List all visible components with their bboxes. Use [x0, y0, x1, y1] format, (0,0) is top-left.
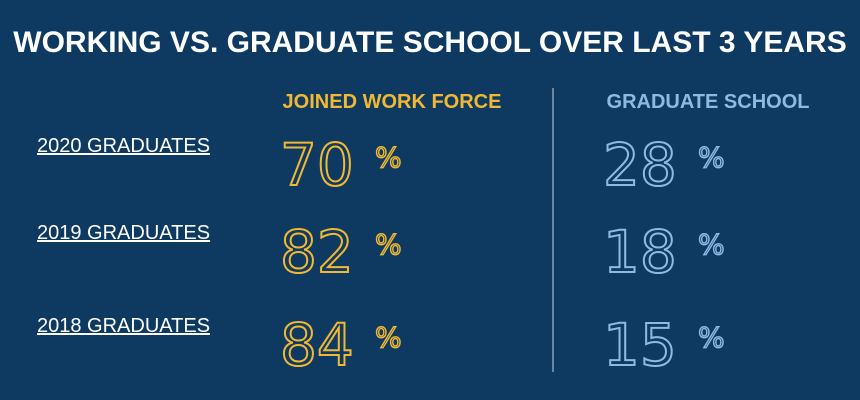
percent-value: 18: [603, 218, 677, 286]
percent-sign: %: [375, 321, 402, 354]
percent-sign: %: [375, 141, 402, 174]
percent-value: 84: [280, 311, 354, 379]
percent-value: 15: [603, 311, 677, 379]
percent-sign: %: [698, 228, 725, 261]
percent-sign: %: [375, 228, 402, 261]
percent-value: 82: [280, 218, 354, 286]
row-label: 2020 GRADUATES: [37, 135, 210, 157]
percent-sign: %: [698, 321, 725, 354]
percent-sign: %: [698, 141, 725, 174]
percent-value: 28: [603, 131, 677, 199]
row-label: 2019 GRADUATES: [37, 222, 210, 244]
percent-value: 70: [280, 131, 354, 199]
column-header: JOINED WORK FORCE: [283, 91, 502, 113]
title: WORKING VS. GRADUATE SCHOOL OVER LAST 3 …: [13, 26, 846, 59]
column-header: GRADUATE SCHOOL: [607, 91, 810, 113]
row-label: 2018 GRADUATES: [37, 315, 210, 337]
